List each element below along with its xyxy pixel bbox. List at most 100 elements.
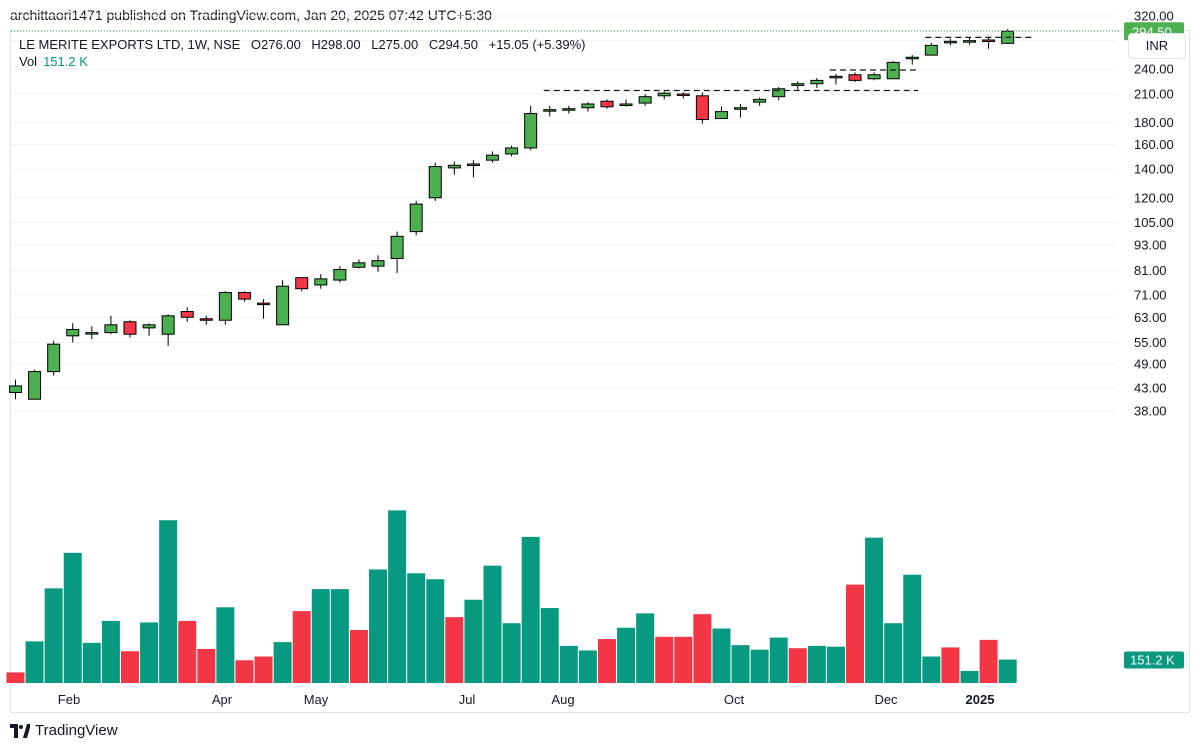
legend-ohlc: LE MERITE EXPORTS LTD, 1W, NSE O276.00 H… bbox=[19, 37, 592, 52]
volume-bar bbox=[101, 620, 120, 683]
candle-body bbox=[199, 318, 213, 321]
volume-bar bbox=[178, 620, 197, 683]
volume-bar bbox=[846, 584, 865, 683]
candle-body bbox=[638, 96, 652, 104]
volume-bar bbox=[82, 642, 101, 683]
volume-bar bbox=[25, 641, 44, 683]
candle-body bbox=[524, 113, 538, 149]
volume-bar bbox=[960, 670, 979, 683]
volume-bar bbox=[6, 672, 25, 683]
legend-symbol: LE MERITE EXPORTS LTD, 1W, NSE bbox=[19, 37, 241, 52]
time-tick-label: May bbox=[304, 692, 329, 707]
candle-body bbox=[352, 262, 366, 268]
time-tick-label: 2025 bbox=[966, 692, 995, 707]
candle-body bbox=[486, 154, 499, 161]
overlays bbox=[11, 30, 1120, 92]
candle-body bbox=[9, 385, 22, 393]
candles bbox=[9, 29, 1015, 400]
tradingview-brand[interactable]: TradingView bbox=[10, 722, 118, 739]
candle-body bbox=[695, 95, 709, 121]
volume-bar bbox=[521, 536, 540, 683]
candle-body bbox=[943, 40, 957, 44]
volume-bar bbox=[597, 639, 616, 683]
price-tick-label: 180.00 bbox=[1134, 115, 1174, 130]
last-volume-label: 151.2 K bbox=[1130, 653, 1175, 668]
candle-body bbox=[562, 108, 576, 111]
axes: 320.00280.00240.00210.00180.00160.00140.… bbox=[58, 8, 1184, 707]
volume-bar bbox=[578, 650, 597, 683]
price-tick-label: 49.00 bbox=[1134, 356, 1167, 371]
volume-bar bbox=[292, 611, 311, 683]
candle-body bbox=[237, 292, 251, 300]
tradingview-logo-icon bbox=[10, 723, 30, 738]
candle-body bbox=[772, 88, 786, 98]
candle-body bbox=[276, 285, 290, 326]
price-tick-label: 93.00 bbox=[1134, 238, 1167, 253]
legend-low: L275.00 bbox=[371, 37, 419, 52]
candle-body bbox=[924, 44, 938, 56]
price-tick-label: 81.00 bbox=[1134, 263, 1167, 278]
volume-bar bbox=[273, 642, 292, 683]
price-tick-label: 140.00 bbox=[1134, 162, 1174, 177]
candle-body bbox=[657, 92, 671, 97]
volume-bar bbox=[426, 579, 445, 683]
volume-bar bbox=[655, 636, 674, 683]
candle-body bbox=[295, 277, 309, 290]
candle-body bbox=[982, 39, 996, 43]
volume-bar bbox=[388, 510, 407, 683]
volume-bar bbox=[807, 645, 826, 683]
grid-lines bbox=[11, 15, 1117, 412]
legend-close: C294.50 bbox=[428, 37, 478, 52]
candle-body bbox=[66, 328, 80, 337]
price-tick-label: 210.00 bbox=[1134, 87, 1174, 102]
volume-bar bbox=[769, 637, 788, 683]
candle-body bbox=[963, 40, 976, 43]
volume-bar bbox=[903, 574, 922, 683]
price-tick-label: 71.00 bbox=[1134, 288, 1167, 303]
candle-body bbox=[257, 302, 271, 306]
candle-body bbox=[905, 56, 919, 60]
volume-bar bbox=[197, 648, 216, 683]
candle-body bbox=[428, 166, 442, 199]
candle-body bbox=[180, 310, 194, 318]
volume-bar bbox=[44, 588, 63, 683]
candle-body bbox=[810, 79, 824, 85]
candle-body bbox=[371, 260, 385, 267]
volume-bar bbox=[617, 627, 636, 683]
volume-bar bbox=[693, 614, 712, 683]
price-tick-label: 240.00 bbox=[1134, 62, 1174, 77]
legend-high: H298.00 bbox=[311, 37, 361, 52]
candle-body bbox=[734, 107, 748, 110]
volume-bar bbox=[731, 645, 750, 683]
candle-body bbox=[676, 93, 690, 97]
candle-body bbox=[161, 315, 175, 335]
candle-body bbox=[505, 147, 519, 155]
chart-frame bbox=[10, 30, 1190, 713]
legend-change: +15.05 (+5.39%) bbox=[488, 37, 586, 52]
candle-body bbox=[333, 269, 347, 281]
volume-bars bbox=[6, 510, 1017, 683]
candle-body bbox=[142, 324, 156, 329]
candle-body bbox=[409, 203, 423, 233]
legend-vol-value: 151.2 K bbox=[43, 54, 88, 69]
candle-body bbox=[619, 103, 633, 106]
legend-open: O276.00 bbox=[250, 37, 301, 52]
candle-body bbox=[218, 292, 232, 321]
volume-bar bbox=[120, 651, 139, 683]
legend-vol-label: Vol bbox=[19, 54, 38, 69]
volume-bar bbox=[464, 599, 483, 683]
currency-button[interactable]: INR bbox=[1128, 33, 1186, 59]
price-tick-label: 160.00 bbox=[1134, 137, 1174, 152]
price-tick-label: 38.00 bbox=[1134, 404, 1167, 419]
volume-bar bbox=[445, 617, 464, 683]
volume-bar bbox=[712, 628, 731, 683]
volume-bar bbox=[750, 649, 769, 683]
last-volume-tag bbox=[1124, 651, 1184, 669]
time-tick-label: Oct bbox=[724, 692, 745, 707]
price-tick-label: 55.00 bbox=[1134, 335, 1167, 350]
candle-body bbox=[466, 163, 480, 166]
legend-volume: Vol 151.2 K bbox=[19, 54, 88, 69]
time-tick-label: Aug bbox=[551, 692, 574, 707]
volume-bar bbox=[254, 656, 273, 683]
